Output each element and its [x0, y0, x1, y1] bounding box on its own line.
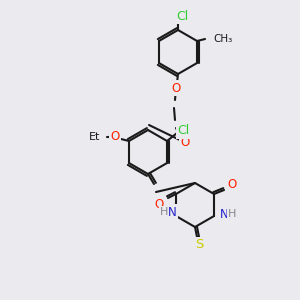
Text: O: O	[154, 197, 164, 211]
Text: N: N	[168, 206, 176, 218]
Text: H: H	[160, 207, 168, 217]
Text: CH₃: CH₃	[213, 34, 232, 44]
Text: Cl: Cl	[177, 124, 189, 137]
Text: H: H	[228, 209, 236, 219]
Text: O: O	[180, 136, 190, 148]
Text: Cl: Cl	[176, 10, 188, 22]
Text: Et: Et	[89, 132, 100, 142]
Text: N: N	[220, 208, 228, 220]
Text: O: O	[171, 82, 181, 94]
Text: O: O	[227, 178, 237, 190]
Text: S: S	[195, 238, 203, 251]
Text: O: O	[110, 130, 120, 143]
